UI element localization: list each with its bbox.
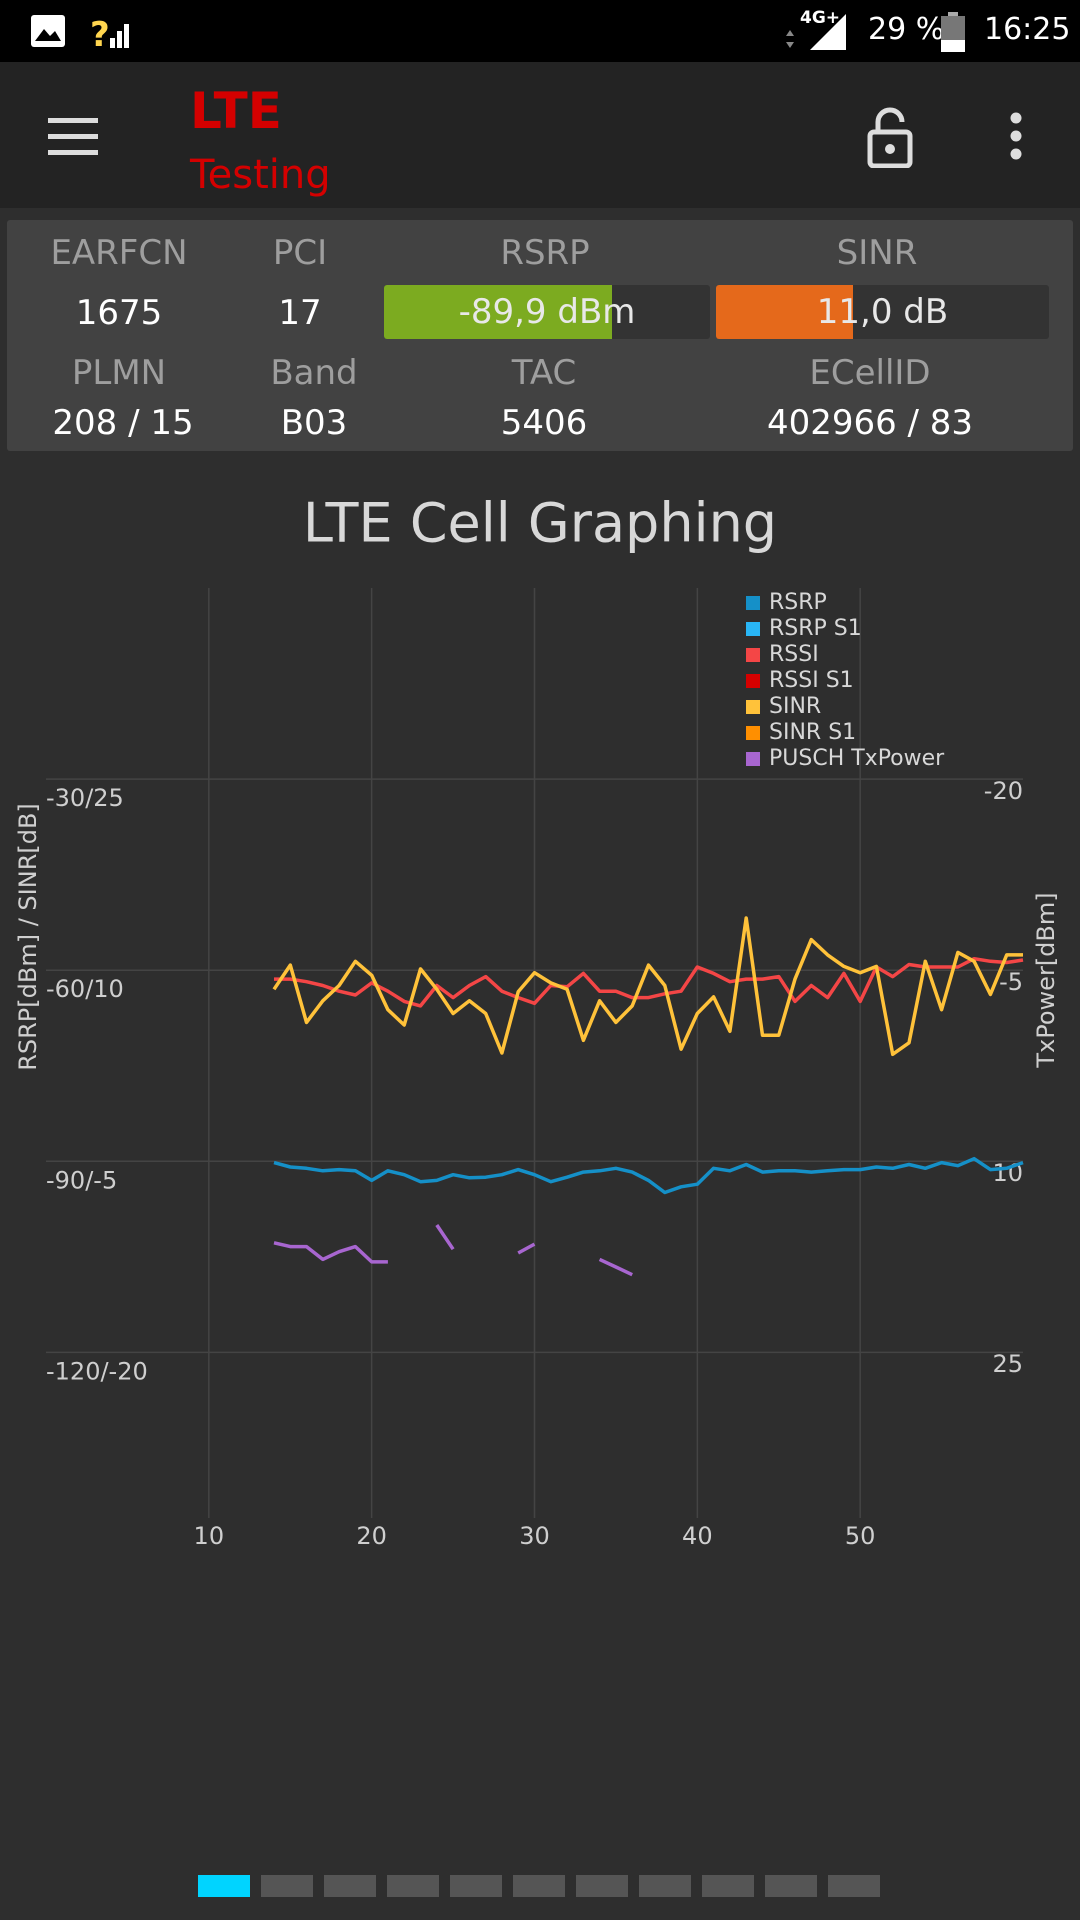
- x-tick-label: 30: [519, 1522, 550, 1550]
- chart-title: LTE Cell Graphing: [303, 492, 777, 555]
- label: RSRP: [500, 233, 590, 273]
- chart: LTE Cell Graphing RSRP[dBm] / SINR[dB] T…: [14, 492, 1060, 1550]
- series-line: [274, 956, 1024, 1008]
- network-type: 4G+: [800, 8, 841, 28]
- legend-label: RSRP: [769, 590, 827, 615]
- value: 11,0 dB: [816, 292, 949, 332]
- value: 402966 / 83: [766, 403, 974, 443]
- series-line: [272, 916, 1023, 1057]
- page-dot[interactable]: [387, 1875, 439, 1897]
- y2-axis-title: TxPower[dBm]: [1032, 892, 1060, 1068]
- label: PCI: [272, 233, 328, 273]
- page-dot[interactable]: [702, 1875, 754, 1897]
- x-tick-label: 50: [845, 1522, 876, 1550]
- y-tick-label: -120/-20: [46, 1357, 148, 1385]
- label: SINR: [836, 233, 918, 273]
- legend-label: PUSCH TxPower: [769, 746, 945, 771]
- page-indicator: [198, 1875, 898, 1897]
- legend-swatch: [746, 648, 760, 662]
- y-tick-label: -90/-5: [46, 1166, 117, 1194]
- page-dot[interactable]: [450, 1875, 502, 1897]
- clock: 16:25: [984, 12, 1071, 47]
- app-subtitle: Testing: [190, 152, 331, 198]
- sinr-bar: 11,0 dB: [716, 285, 1049, 339]
- status-bar: ? 4G+ 29 % 16:25: [0, 0, 1080, 62]
- x-tick-label: 40: [682, 1522, 713, 1550]
- legend-swatch: [746, 752, 760, 766]
- legend-swatch: [746, 622, 760, 636]
- legend-label: RSSI S1: [769, 668, 854, 693]
- battery-text: 29 %: [868, 12, 945, 47]
- y2-tick-label: -5: [999, 968, 1023, 996]
- legend-label: SINR: [769, 694, 821, 719]
- x-tick-label: 20: [356, 1522, 387, 1550]
- page-dot[interactable]: [324, 1875, 376, 1897]
- page-dot[interactable]: [576, 1875, 628, 1897]
- lte-signal-icon: [786, 14, 846, 50]
- y2-tick-label: 25: [992, 1350, 1023, 1378]
- value: 208 / 15: [52, 403, 194, 443]
- value: 5406: [500, 403, 588, 443]
- page-dot[interactable]: [261, 1875, 313, 1897]
- app-bar: LTE Testing: [0, 62, 1080, 208]
- y-tick-label: -60/10: [46, 975, 124, 1003]
- value: B03: [280, 403, 348, 443]
- overflow-menu[interactable]: [1006, 112, 1026, 164]
- legend-label: RSSI: [769, 642, 819, 667]
- y-tick-label: -30/25: [46, 784, 124, 812]
- x-tick-label: 10: [194, 1522, 225, 1550]
- svg-text:?: ?: [90, 15, 110, 50]
- label: PLMN: [71, 353, 167, 393]
- gallery-icon: [31, 15, 65, 47]
- value: 17: [278, 293, 322, 333]
- legend-swatch: [746, 726, 760, 740]
- legend-swatch: [746, 700, 760, 714]
- legend-label: RSRP S1: [769, 616, 862, 641]
- legend-swatch: [746, 596, 760, 610]
- menu-button[interactable]: [48, 116, 98, 156]
- lock-button[interactable]: [866, 106, 914, 168]
- legend-swatch: [746, 674, 760, 688]
- label: Band: [270, 353, 358, 393]
- rsrp-bar: -89,9 dBm: [384, 285, 710, 339]
- series-line: [273, 1224, 633, 1277]
- value: -89,9 dBm: [458, 292, 636, 332]
- y2-tick-label: -20: [984, 777, 1023, 805]
- y-axis-title: RSRP[dBm] / SINR[dB]: [14, 803, 42, 1071]
- legend-label: SINR S1: [769, 720, 856, 745]
- label: ECellID: [809, 353, 931, 393]
- app-title: LTE: [190, 82, 282, 140]
- page-dot[interactable]: [828, 1875, 880, 1897]
- page-dot[interactable]: [639, 1875, 691, 1897]
- cell-info-panel: EARFCN PCI RSRP SINR 1675 17 -89,9 dBm 1…: [7, 220, 1073, 451]
- battery-icon: [941, 12, 965, 52]
- page-dot[interactable]: [765, 1875, 817, 1897]
- label: EARFCN: [50, 233, 188, 273]
- signal-icon: ?: [90, 15, 129, 50]
- page-dot[interactable]: [513, 1875, 565, 1897]
- series-line: [273, 1156, 1024, 1195]
- page-dot-active[interactable]: [198, 1875, 250, 1897]
- value: 1675: [75, 293, 163, 333]
- label: TAC: [511, 353, 577, 393]
